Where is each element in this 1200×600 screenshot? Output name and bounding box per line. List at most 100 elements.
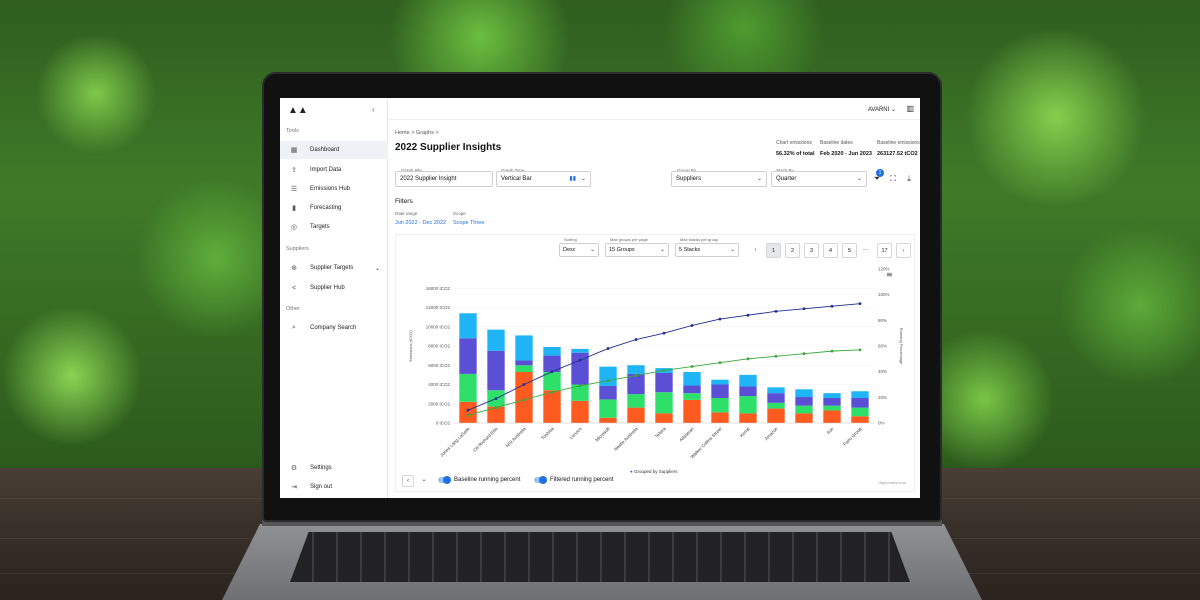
- line-point: [746, 313, 750, 317]
- section-label-other: Other: [286, 306, 300, 312]
- upload-icon: ⇪: [291, 167, 297, 174]
- y-tick-label: 10000 tCO2: [426, 324, 451, 329]
- x-tick-label: Walker Collins Street: [690, 426, 724, 460]
- page-button[interactable]: 17: [877, 243, 892, 258]
- download-icon[interactable]: ⤓: [907, 174, 911, 183]
- bar-chart-icon: ▮: [292, 205, 296, 212]
- chart-dropdown-button[interactable]: ⌄: [421, 477, 427, 483]
- main-content: AVARNI ⌄ ▥ Home > Graphs > 2022 Supplier…: [389, 98, 920, 498]
- stat-value: Feb 2020 - Jun 2023: [820, 151, 872, 157]
- sidebar-item-label: Supplier Targets: [310, 265, 354, 271]
- bar-segment: [823, 393, 841, 398]
- stat-baseline-dates: Baseline dates Feb 2020 - Jun 2023: [820, 140, 872, 157]
- page-button[interactable]: 4: [823, 243, 838, 258]
- sorting-value: Desc: [563, 247, 576, 253]
- avarni-logo-icon[interactable]: ▲▲: [288, 105, 308, 116]
- filter-icon[interactable]: ⏷: [873, 174, 881, 183]
- bar-segment: [515, 371, 533, 423]
- bar-segment: [655, 392, 673, 414]
- date-range-value[interactable]: Jun 2022 - Dec 2022: [395, 220, 447, 226]
- sidebar-item-label: Supplier Hub: [310, 285, 345, 291]
- chart-prev-button[interactable]: ‹: [402, 475, 414, 487]
- sorting-select[interactable]: Desc ⌄: [559, 243, 599, 257]
- toggle-switch[interactable]: [534, 476, 547, 484]
- max-groups-select[interactable]: 15 Groups ⌄: [605, 243, 669, 257]
- toggle-switch[interactable]: [438, 476, 451, 484]
- org-name: AVARNI: [867, 107, 890, 113]
- bar-segment: [655, 413, 673, 423]
- bar-segment: [571, 348, 589, 353]
- sidebar-item-forecasting[interactable]: ▮ Forecasting: [280, 199, 388, 217]
- chevron-left-icon[interactable]: ‹: [372, 105, 375, 114]
- bar-chart-icon: ▮▮: [569, 176, 576, 182]
- stat-chart-emissions: Chart emissions 56.32% of total: [776, 140, 815, 157]
- scope-label: Scope: [453, 211, 466, 216]
- fullscreen-icon[interactable]: ⛶: [890, 174, 896, 183]
- filtered-toggle[interactable]: Filtered running percent: [534, 476, 613, 484]
- line-point: [634, 374, 638, 377]
- bar-segment: [599, 417, 617, 423]
- bar-segment: [851, 416, 869, 423]
- stack-by-value: Quarter: [776, 176, 797, 182]
- line-point: [606, 379, 610, 383]
- y-tick-label: 8000 tCO2: [428, 344, 450, 349]
- line-point: [550, 390, 554, 394]
- hamburger-menu-icon[interactable]: ≡: [886, 270, 893, 279]
- x-tick-label: Amazon: [763, 426, 779, 442]
- sidebar-item-company-search[interactable]: ⌕ Company Search: [280, 319, 388, 337]
- line-point: [634, 338, 638, 341]
- line-point: [746, 357, 750, 361]
- sidebar-item-supplier-hub[interactable]: < Supplier Hub: [280, 279, 388, 297]
- bar-segment: [487, 329, 505, 351]
- sidebar-item-dashboard[interactable]: ▦ Dashboard: [280, 141, 388, 159]
- stack-by-select[interactable]: Quarter ⌄: [771, 171, 867, 187]
- max-stacks-select[interactable]: 5 Stacks ⌄: [675, 243, 739, 257]
- bar-segment: [571, 384, 589, 401]
- scope-value[interactable]: Scope Three: [453, 220, 485, 226]
- bar-segment: [767, 387, 785, 394]
- line-point: [522, 383, 526, 386]
- bar-segment: [543, 371, 561, 391]
- bar-segment: [711, 397, 729, 413]
- section-label-suppliers: Suppliers: [286, 246, 309, 252]
- next-page-button[interactable]: ›: [896, 243, 911, 258]
- sidebar-item-sign-out[interactable]: ⇥ Sign out: [280, 478, 388, 496]
- prev-page-button[interactable]: ‹: [748, 243, 763, 258]
- x-tick-label: Atlassian: [678, 426, 695, 443]
- sidebar-item-label: Settings: [310, 465, 332, 471]
- page-button[interactable]: 2: [785, 243, 800, 258]
- line-point: [858, 348, 862, 352]
- bar-segment: [515, 365, 533, 372]
- page-button[interactable]: 1: [766, 243, 781, 258]
- bar-segment: [599, 385, 617, 400]
- page-button[interactable]: 3: [804, 243, 819, 258]
- bar-segment: [459, 313, 477, 339]
- stat-label: Chart emissions: [776, 140, 812, 146]
- app-screen: ▲▲ ‹ Tools ▦ Dashboard ⇪ Import Data ☰ E…: [280, 98, 920, 498]
- chevron-down-icon: ⌄: [580, 176, 586, 182]
- group-by-select[interactable]: Suppliers ⌄: [671, 171, 767, 187]
- baseline-toggle[interactable]: Baseline running percent: [438, 476, 520, 484]
- max-stacks-value: 5 Stacks: [679, 247, 701, 253]
- sidebar-item-emissions-hub[interactable]: ☰ Emissions Hub: [280, 180, 388, 198]
- breadcrumb[interactable]: Home > Graphs >: [395, 130, 439, 136]
- sidebar-item-supplier-targets[interactable]: ⊕ Supplier Targets ⌄: [280, 259, 388, 277]
- bar-segment: [543, 390, 561, 423]
- sidebar-item-settings[interactable]: ⚙ Settings: [280, 459, 388, 477]
- bar-segment: [795, 405, 813, 414]
- bar-segment: [599, 399, 617, 418]
- graph-title-input[interactable]: 2022 Supplier Insight: [395, 171, 493, 187]
- x-tick-label: Nestle Australia: [613, 426, 639, 452]
- sidebar-item-import-data[interactable]: ⇪ Import Data: [280, 161, 388, 179]
- bar-segment: [767, 402, 785, 409]
- building-icon[interactable]: ▥: [906, 104, 914, 113]
- line-point: [494, 397, 498, 401]
- sidebar-item-targets[interactable]: ◎ Targets: [280, 218, 388, 236]
- stat-label: Baseline dates: [820, 140, 853, 146]
- org-switcher[interactable]: AVARNI ⌄: [867, 107, 896, 113]
- graph-type-select[interactable]: Vertical Bar ▮▮ ⌄: [496, 171, 591, 187]
- line-point: [578, 384, 582, 388]
- page-button[interactable]: 5: [842, 243, 857, 258]
- y2-tick-label: 120%: [878, 267, 890, 272]
- bar-segment: [823, 410, 841, 423]
